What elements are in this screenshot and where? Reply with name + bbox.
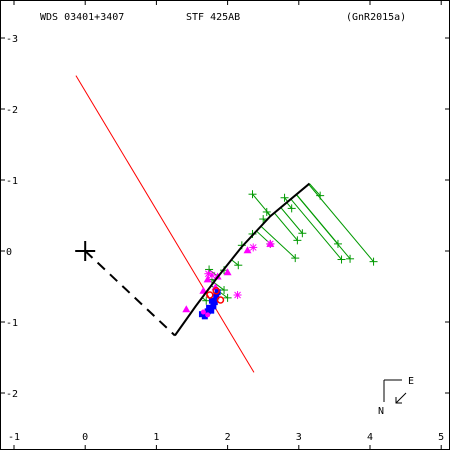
observation-markers — [182, 190, 378, 320]
motion-direction-arrow — [395, 392, 407, 404]
residual-line — [286, 202, 293, 209]
header-wds-id: WDS 03401+3407 — [40, 12, 124, 23]
speckle-point — [223, 268, 232, 276]
speckle-asterisk-point — [208, 271, 216, 279]
interferometric-point — [210, 303, 217, 310]
speckle-asterisk-point — [234, 291, 241, 299]
interferometric-point — [208, 297, 215, 304]
x-tick-label: 1 — [153, 432, 159, 443]
speckle-asterisk-point — [249, 244, 257, 251]
residual-line — [309, 183, 321, 196]
residual-line — [273, 212, 298, 241]
header-discoverer: STF 425AB — [186, 12, 240, 23]
x-tick-label: 0 — [82, 432, 88, 443]
y-tick-label: -1 — [6, 176, 18, 187]
interferometric-point — [214, 289, 221, 296]
periastron-line — [84, 250, 176, 337]
motion-arrow-head — [395, 397, 402, 404]
x-tick-label: 3 — [296, 432, 302, 443]
interferometric-point — [198, 311, 205, 318]
x-tick-label: 5 — [438, 432, 444, 443]
interferometric-point — [206, 304, 213, 311]
y-tick-label: 0 — [6, 247, 12, 258]
residual-line — [231, 259, 239, 266]
y-axis-ticks: -2 -1 0 -1 -2 -3 — [0, 34, 450, 400]
speckle-overlay-point — [205, 312, 211, 318]
orbit-curve — [174, 182, 311, 337]
red-marker-point — [206, 291, 214, 299]
compass: E N — [378, 376, 414, 417]
y-tick-label: -1 — [6, 318, 18, 329]
residual-line — [290, 198, 342, 260]
x-tick-label: 2 — [225, 432, 231, 443]
speckle-point — [203, 275, 212, 283]
header-reference: (GnR2015a) — [346, 12, 406, 23]
primary-star-marker — [75, 241, 96, 261]
speckle-overlay-point — [200, 309, 206, 315]
residual-line — [295, 194, 351, 260]
residual-line — [260, 225, 296, 259]
speckle-asterisk-point — [205, 270, 212, 278]
interferometric-point — [213, 293, 220, 300]
x-tick-label: -1 — [8, 432, 20, 443]
line-of-nodes — [75, 75, 255, 373]
red-marker-point — [212, 287, 220, 295]
y-tick-label: -2 — [6, 105, 18, 116]
red-marker-point — [216, 296, 225, 304]
residual-line — [308, 183, 374, 262]
compass-east-label: E — [408, 376, 414, 387]
speckle-point — [182, 305, 191, 313]
speckle-point — [243, 246, 252, 254]
interferometric-point — [204, 308, 211, 315]
compass-north-label: N — [378, 406, 384, 417]
x-axis-ticks: -1 0 1 2 3 4 5 — [8, 0, 444, 450]
residual-line — [280, 207, 303, 234]
y-tick-label: -2 — [6, 389, 18, 400]
speckle-asterisk-point — [266, 240, 274, 248]
y-tick-label: -3 — [6, 34, 18, 45]
x-tick-label: 4 — [367, 432, 373, 443]
